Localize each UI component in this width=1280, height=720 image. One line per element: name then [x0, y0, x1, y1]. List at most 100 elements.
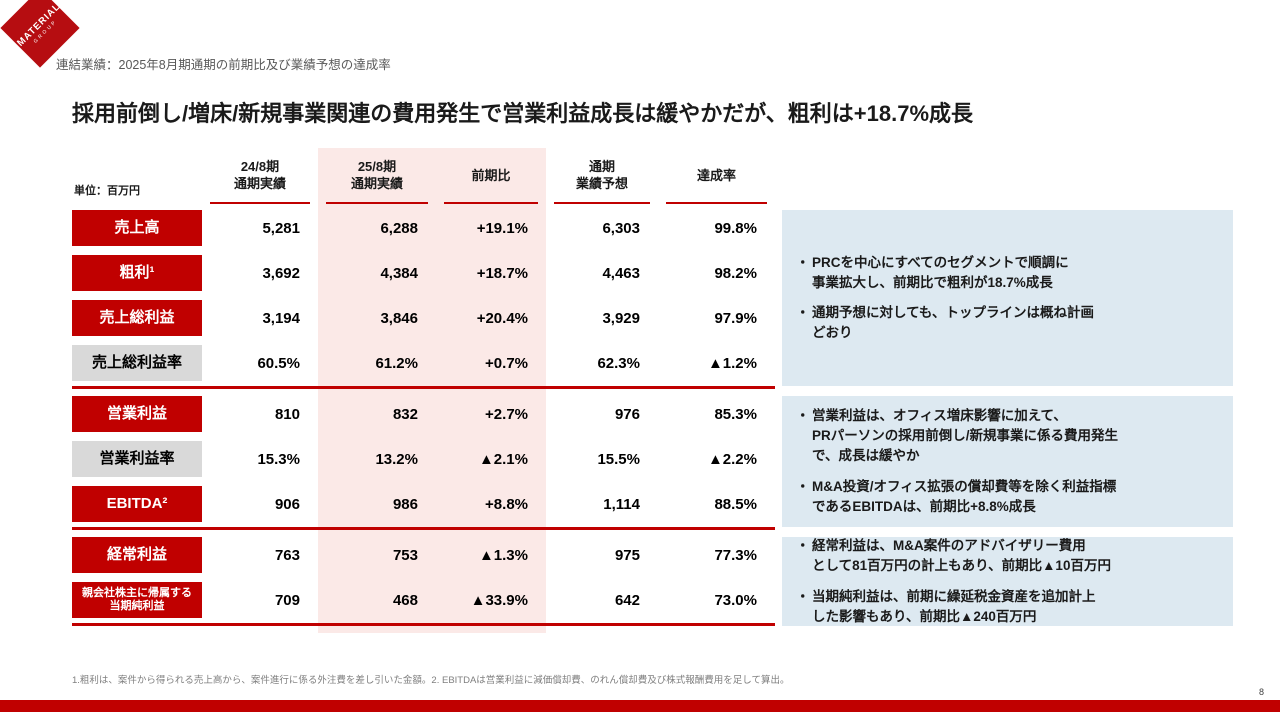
row-label: 売上高 — [72, 210, 202, 246]
row-label: 売上総利益率 — [72, 345, 202, 381]
bullet-icon: ・ — [796, 305, 810, 320]
value-cell: 62.3% — [597, 354, 640, 372]
value-cell: 709 — [274, 591, 300, 609]
value-cell: 468 — [392, 591, 418, 609]
value-cell: 3,692 — [262, 264, 300, 282]
bullet-icon: ・ — [796, 478, 810, 494]
value-cell: 61.2% — [375, 354, 418, 372]
value-cell: 13.2% — [375, 450, 418, 468]
results-table: 単位：百万円 24/8期 通期実績 25/8期 通期実績 前期比 通期 業績予想… — [72, 148, 775, 633]
note-box-net: ・ 経常利益は、M&A案件のアドバイザリー費用 として81百万円の計上もあり、前… — [782, 537, 1233, 626]
bullet-icon: ・ — [796, 538, 810, 553]
note-bullet: ・ 通期予想に対しても、トップラインは概ね計画 どおり — [796, 303, 1219, 344]
value-cell: +19.1% — [476, 219, 528, 237]
footer-accent-bar — [0, 700, 1280, 712]
value-cell: +0.7% — [485, 354, 528, 372]
value-cell: 4,384 — [380, 264, 418, 282]
slide-header: 連結業績：2025年8月期通期の前期比及び業績予想の達成率 — [56, 58, 391, 72]
value-cell: ▲2.2% — [707, 450, 757, 468]
page-number: 8 — [1258, 687, 1264, 697]
table-row: 売上総利益 3,194 3,846 +20.4% 3,929 97.9% — [72, 300, 775, 336]
bullet-icon: ・ — [796, 588, 810, 604]
value-cell: 3,929 — [602, 309, 640, 327]
table-row: 親会社株主に帰属する 当期純利益 709 468 ▲33.9% 642 73.0… — [72, 582, 775, 618]
table-row: EBITDA² 906 986 +8.8% 1,114 88.5% — [72, 486, 775, 522]
current-period-highlight-band — [318, 148, 546, 633]
table-row: 営業利益 810 832 +2.7% 976 85.3% — [72, 396, 775, 432]
value-cell: +8.8% — [485, 495, 528, 513]
value-cell: 15.3% — [257, 450, 300, 468]
bullet-icon: ・ — [796, 407, 810, 423]
note-bullet: ・ 当期純利益は、前期に繰延税金資産を追加計上 した影響もあり、前期比▲240百… — [796, 587, 1219, 628]
value-cell: 906 — [274, 495, 300, 513]
slide-title: 採用前倒し/増床/新規事業関連の費用発生で営業利益成長は緩やかだが、粗利は+18… — [72, 101, 974, 126]
note-text: 営業利益は、オフィス増床影響に加えて、 PRパーソンの採用前倒し/新規事業に係る… — [812, 407, 1119, 464]
table-header-row: 単位：百万円 24/8期 通期実績 25/8期 通期実績 前期比 通期 業績予想… — [72, 148, 775, 204]
value-cell: 88.5% — [714, 495, 757, 513]
note-text: 当期純利益は、前期に繰延税金資産を追加計上 した影響もあり、前期比▲240百万円 — [812, 588, 1096, 624]
value-cell: ▲2.1% — [478, 450, 528, 468]
value-cell: ▲1.3% — [478, 546, 528, 564]
row-label: 営業利益 — [72, 396, 202, 432]
value-cell: 6,303 — [602, 219, 640, 237]
value-cell: +18.7% — [476, 264, 528, 282]
value-cell: 763 — [274, 546, 300, 564]
value-cell: +2.7% — [485, 405, 528, 423]
note-bullet: ・ 経常利益は、M&A案件のアドバイザリー費用 として81百万円の計上もあり、前… — [796, 536, 1219, 577]
column-header-fy24: 24/8期 通期実績 — [202, 148, 318, 204]
table-group-topline: 売上高 5,281 6,288 +19.1% 6,303 99.8% 粗利¹ 3… — [72, 210, 775, 389]
table-row: 粗利¹ 3,692 4,384 +18.7% 4,463 98.2% — [72, 255, 775, 291]
unit-label: 単位：百万円 — [74, 184, 140, 197]
note-box-topline: ・ PRCを中心にすべてのセグメントで順調に 事業拡大し、前期比で粗利が18.7… — [782, 210, 1233, 386]
value-cell: 5,281 — [262, 219, 300, 237]
value-cell: 810 — [274, 405, 300, 423]
value-cell: 976 — [614, 405, 640, 423]
value-cell: ▲33.9% — [470, 591, 528, 609]
value-cell: 3,846 — [380, 309, 418, 327]
value-cell: 3,194 — [262, 309, 300, 327]
column-header-fy25: 25/8期 通期実績 — [318, 148, 436, 204]
table-group-operating: 営業利益 810 832 +2.7% 976 85.3% 営業利益率 15.3%… — [72, 396, 775, 530]
note-text: M&A投資/オフィス拡張の償却費等を除く利益指標 であるEBITDAは、前期比+… — [812, 478, 1117, 514]
value-cell: 15.5% — [597, 450, 640, 468]
value-cell: 97.9% — [714, 309, 757, 327]
table-row: 売上総利益率 60.5% 61.2% +0.7% 62.3% ▲1.2% — [72, 345, 775, 381]
value-cell: 986 — [392, 495, 418, 513]
row-label: 粗利¹ — [72, 255, 202, 291]
value-cell: 73.0% — [714, 591, 757, 609]
footnote: 1.粗利は、案件から得られる売上高から、案件進行に係る外注費を差し引いた金額。2… — [72, 675, 790, 686]
note-text: 通期予想に対しても、トップラインは概ね計画 どおり — [812, 305, 1095, 341]
value-cell: 60.5% — [257, 354, 300, 372]
value-cell: 85.3% — [714, 405, 757, 423]
row-label: 経常利益 — [72, 537, 202, 573]
column-header-yoy: 前期比 — [436, 148, 546, 204]
row-label: EBITDA² — [72, 486, 202, 522]
value-cell: 753 — [392, 546, 418, 564]
value-cell: 832 — [392, 405, 418, 423]
value-cell: 4,463 — [602, 264, 640, 282]
table-row: 営業利益率 15.3% 13.2% ▲2.1% 15.5% ▲2.2% — [72, 441, 775, 477]
value-cell: 98.2% — [714, 264, 757, 282]
value-cell: 975 — [614, 546, 640, 564]
bullet-icon: ・ — [796, 254, 810, 270]
note-box-operating: ・ 営業利益は、オフィス増床影響に加えて、 PRパーソンの採用前倒し/新規事業に… — [782, 396, 1233, 527]
value-cell: 642 — [614, 591, 640, 609]
value-cell: 77.3% — [714, 546, 757, 564]
note-bullet: ・ 営業利益は、オフィス増床影響に加えて、 PRパーソンの採用前倒し/新規事業に… — [796, 406, 1219, 467]
value-cell: 6,288 — [380, 219, 418, 237]
value-cell: 99.8% — [714, 219, 757, 237]
row-label: 営業利益率 — [72, 441, 202, 477]
column-header-forecast: 通期 業績予想 — [546, 148, 658, 204]
note-bullet: ・ PRCを中心にすべてのセグメントで順調に 事業拡大し、前期比で粗利が18.7… — [796, 253, 1219, 294]
row-label: 売上総利益 — [72, 300, 202, 336]
table-row: 売上高 5,281 6,288 +19.1% 6,303 99.8% — [72, 210, 775, 246]
value-cell: 1,114 — [603, 495, 640, 513]
note-bullet: ・ M&A投資/オフィス拡張の償却費等を除く利益指標 であるEBITDAは、前期… — [796, 477, 1219, 518]
value-cell: +20.4% — [476, 309, 528, 327]
table-group-net: 経常利益 763 753 ▲1.3% 975 77.3% 親会社株主に帰属する … — [72, 537, 775, 626]
table-row: 経常利益 763 753 ▲1.3% 975 77.3% — [72, 537, 775, 573]
value-cell: ▲1.2% — [707, 354, 757, 372]
row-label: 親会社株主に帰属する 当期純利益 — [72, 582, 202, 618]
note-text: 経常利益は、M&A案件のアドバイザリー費用 として81百万円の計上もあり、前期比… — [812, 538, 1111, 574]
